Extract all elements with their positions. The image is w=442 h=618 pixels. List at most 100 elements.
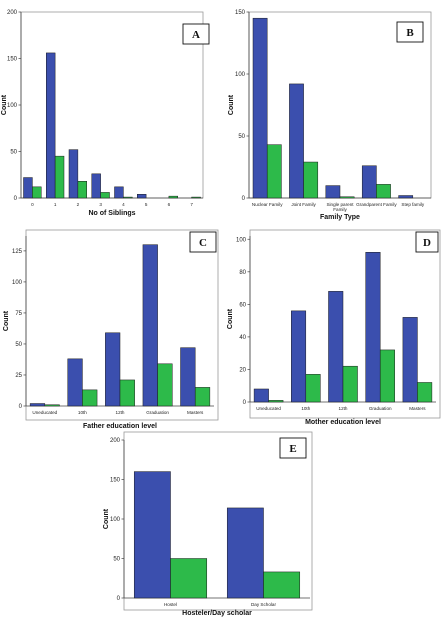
y-tick-label: 100 — [235, 72, 246, 78]
x-tick-label: Hostel — [164, 602, 177, 607]
x-axis-title: Family Type — [320, 214, 360, 221]
bar-grandparent-family-series2 — [376, 184, 391, 199]
bar-nuclear-family-series1 — [252, 17, 268, 199]
bar-10th-series1 — [67, 358, 83, 407]
bar-12th-series2 — [119, 379, 135, 407]
y-tick-label: 200 — [110, 438, 121, 444]
bar-12th-series1 — [328, 291, 344, 403]
x-tick-label: 12th — [116, 410, 125, 415]
x-tick-label: 10th — [301, 406, 310, 411]
bar-graduation-series1 — [365, 252, 381, 403]
y-tick-label: 50 — [113, 557, 120, 563]
chart-panel-e: 0 50 100 150 200 Hostel Day Scholar Hosteler/Da… — [100, 428, 314, 618]
x-tick-label: Uneducated — [256, 406, 281, 411]
x-tick-label: 5 — [145, 202, 148, 207]
y-tick-label: 50 — [238, 134, 245, 140]
y-tick-label: 0 — [14, 196, 18, 202]
bar-5-series1 — [137, 194, 147, 199]
y-tick-label: 75 — [15, 311, 22, 317]
bar-4-series1 — [114, 186, 124, 199]
y-tick-label: 125 — [12, 249, 23, 255]
x-tick-label: 10th — [78, 410, 87, 415]
bar-hostel-series2 — [170, 558, 208, 599]
bar-joint-family-series2 — [303, 161, 319, 199]
chart-panel-c: 0 25 50 75 100 125 Uneducated 10th 12th Graduatio… — [0, 228, 220, 430]
bar-day-scholar-series2 — [263, 571, 301, 599]
bar-joint-family-series1 — [289, 83, 304, 199]
bar-day-scholar-series1 — [226, 507, 264, 599]
bar-4-series2 — [123, 196, 133, 199]
x-tick-label: 6 — [168, 202, 171, 207]
y-tick-label: 0 — [242, 196, 246, 202]
bar-nuclear-family-series2 — [266, 144, 282, 199]
bar-masters-series1 — [180, 347, 196, 407]
x-axis-title: No of Siblings — [88, 210, 135, 217]
x-tick-label: Graduation — [369, 406, 392, 411]
bar-1-series2 — [54, 155, 65, 199]
bar-6-series2 — [168, 195, 178, 199]
y-axis-title: Count — [1, 94, 8, 115]
bar-2-series2 — [77, 181, 87, 199]
x-axis-title: Hosteler/Day scholar — [182, 610, 252, 617]
bar-2-series1 — [68, 149, 79, 199]
bar-grandparent-family-series1 — [361, 165, 377, 199]
x-axis-title: Father education level — [83, 423, 157, 430]
panel-letter: A — [192, 29, 200, 41]
bar-graduation-series2 — [379, 349, 395, 403]
chart-svg: 0 50 100 150 Nuclear Family Joint Family Singl… — [228, 10, 432, 221]
bar-3-series2 — [100, 192, 110, 199]
y-tick-label: 100 — [12, 280, 23, 286]
panel-letter: D — [423, 237, 431, 249]
y-axis-title: Count — [228, 94, 235, 115]
bar-0-series2 — [32, 186, 42, 199]
x-tick-label: Grandparent Family — [356, 202, 397, 207]
bar-graduation-series1 — [142, 244, 158, 407]
bar-masters-series2 — [194, 387, 211, 407]
y-tick-label: 50 — [15, 342, 22, 348]
y-tick-label: 20 — [239, 367, 246, 373]
y-tick-label: 60 — [239, 302, 246, 308]
x-tick-label: Masters — [409, 406, 426, 411]
x-tick-label: Masters — [187, 410, 204, 415]
bar-12th-series2 — [342, 365, 358, 403]
bar-3-series1 — [91, 173, 101, 199]
chart-panel-b: 0 50 100 150 Nuclear Family Joint Family Singl… — [225, 0, 442, 222]
y-axis-title: Count — [227, 308, 234, 329]
bar-1-series1 — [46, 52, 56, 199]
y-tick-label: 150 — [7, 57, 18, 63]
bar-single-parent-family-series1 — [325, 185, 341, 199]
x-tick-label: 0 — [31, 202, 34, 207]
bar-uneducated-series2 — [44, 404, 60, 407]
x-tick-label: Uneducated — [32, 410, 57, 415]
x-tick-label: Nuclear Family — [252, 202, 283, 207]
x-tick-label: 7 — [190, 202, 193, 207]
y-tick-label: 0 — [243, 400, 247, 406]
bar-masters-series1 — [402, 317, 418, 403]
panel-letter-box — [189, 231, 217, 253]
panel-letter: B — [406, 27, 414, 39]
y-tick-label: 80 — [239, 270, 246, 276]
bar-masters-series2 — [417, 382, 433, 403]
chart-svg: 0 25 50 75 100 125 Uneducated 10th 12th Graduatio… — [3, 229, 219, 430]
y-axis-title: Count — [3, 310, 10, 331]
x-tick-label: 3 — [99, 202, 102, 207]
x-tick-label: Graduation — [146, 410, 169, 415]
chart-panel-a: 0 50 100 150 200 0 1 2 3 4 5 6 7 No of Siblings Count A — [0, 0, 220, 222]
y-tick-label: 0 — [19, 404, 23, 410]
bar-10th-series2 — [82, 389, 98, 407]
bar-0-series1 — [23, 177, 33, 199]
x-tick-label: Step family — [401, 202, 424, 207]
panel-letter-box — [279, 437, 307, 459]
x-tick-label: Single parent Family — [326, 202, 354, 212]
x-tick-label: Joint Family — [291, 202, 316, 207]
bar-uneducated-series1 — [29, 403, 46, 407]
bar-7-series2 — [191, 196, 201, 199]
y-tick-label: 0 — [117, 596, 121, 602]
y-tick-label: 150 — [235, 10, 246, 16]
bar-12th-series1 — [105, 332, 121, 407]
bar-hostel-series1 — [133, 471, 171, 599]
panel-letter-box — [415, 231, 439, 253]
y-tick-label: 100 — [110, 517, 121, 523]
chart-svg: 0 20 40 60 80 100 Uneducated 10th 12th Graduation… — [227, 229, 441, 426]
y-tick-label: 100 — [7, 103, 18, 109]
